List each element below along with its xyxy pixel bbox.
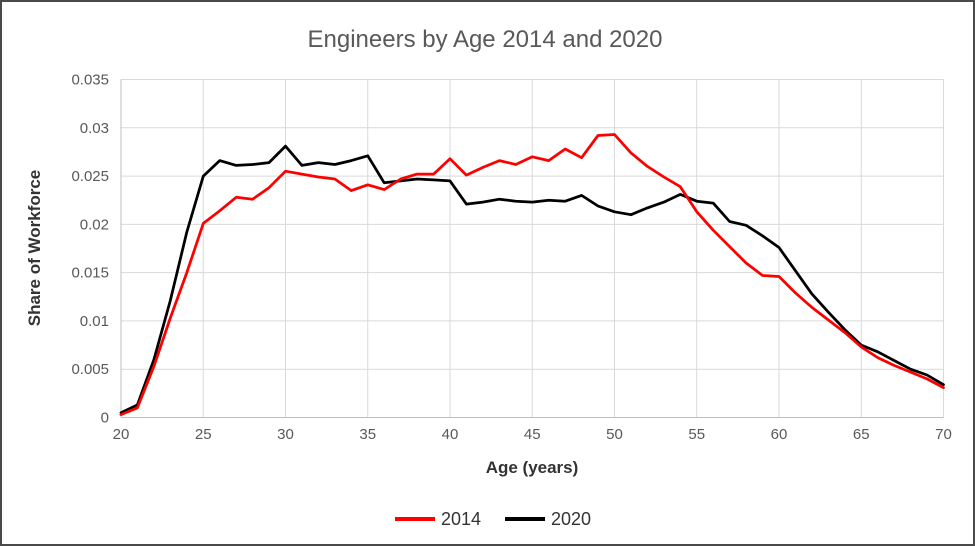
x-tick-label: 40: [442, 426, 459, 443]
x-tick-label: 60: [771, 426, 788, 443]
y-tick-labels: 0.035 0.03 0.025 0.02 0.015 0.01 0.005 0: [71, 72, 109, 427]
y-tick-label: 0.025: [71, 168, 109, 185]
y-tick-label: 0.035: [71, 72, 109, 89]
legend-label-2020: 2020: [551, 509, 591, 529]
series-2020-line: [119, 144, 945, 415]
x-tick-label: 65: [853, 426, 870, 443]
series-2014-line: [119, 133, 945, 416]
y-tick-label: 0.005: [71, 361, 109, 378]
x-axis-title: Age (years): [486, 458, 579, 477]
legend: 2014 2020: [395, 509, 591, 529]
y-axis-title: Share of Workforce: [25, 170, 44, 327]
x-tick-label: 55: [688, 426, 705, 443]
x-tick-label: 30: [277, 426, 294, 443]
x-tick-label: 35: [359, 426, 376, 443]
horizontal-gridlines: [121, 79, 944, 370]
y-tick-label: 0: [101, 410, 109, 427]
legend-label-2014: 2014: [441, 509, 481, 529]
x-tick-labels: 20 25 30 35 40 45 50 55 60 65 70: [113, 426, 952, 443]
x-tick-label: 45: [524, 426, 541, 443]
y-tick-label: 0.01: [80, 313, 109, 330]
vertical-gridlines: [202, 79, 944, 418]
y-tick-label: 0.02: [80, 216, 109, 233]
chart-title: Engineers by Age 2014 and 2020: [308, 26, 663, 53]
y-tick-label: 0.03: [80, 120, 109, 137]
x-tick-label: 20: [113, 426, 130, 443]
x-tick-label: 70: [935, 426, 952, 443]
x-tick-label: 50: [606, 426, 623, 443]
x-tick-label: 25: [195, 426, 212, 443]
y-tick-label: 0.015: [71, 265, 109, 282]
